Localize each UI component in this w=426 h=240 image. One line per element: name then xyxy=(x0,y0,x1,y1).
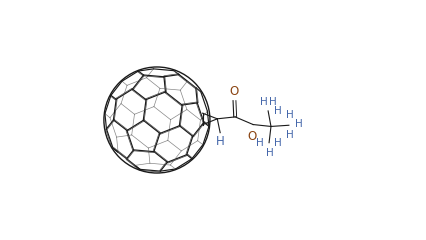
Text: H: H xyxy=(216,135,225,148)
Text: H: H xyxy=(274,106,282,116)
Text: H: H xyxy=(274,138,282,148)
Text: O: O xyxy=(230,85,239,98)
Text: H: H xyxy=(268,97,276,107)
Text: H: H xyxy=(256,138,264,148)
Text: O: O xyxy=(248,130,257,143)
Text: H: H xyxy=(266,148,273,158)
Text: H: H xyxy=(260,97,268,107)
Text: H: H xyxy=(286,130,294,140)
Text: H: H xyxy=(295,119,302,129)
Text: H: H xyxy=(286,110,294,120)
